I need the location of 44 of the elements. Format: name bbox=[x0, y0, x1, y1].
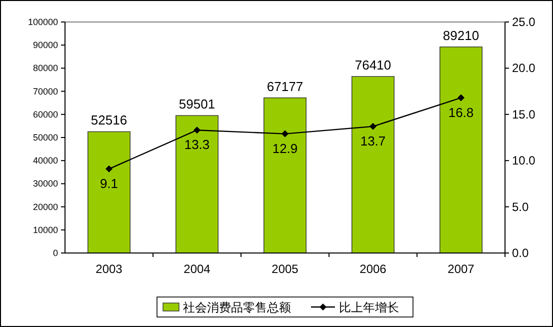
y-tick-label: 10000 bbox=[32, 224, 58, 235]
legend-label: 社会消费品零售总额 bbox=[183, 300, 291, 314]
x-tick-label: 2003 bbox=[96, 262, 123, 276]
y-tick-label: 90000 bbox=[32, 40, 58, 50]
y-tick-label: 20000 bbox=[32, 202, 58, 212]
y-tick-label: 30000 bbox=[32, 178, 58, 189]
y2-tick-label: 0.0 bbox=[512, 246, 530, 260]
point bbox=[194, 126, 200, 134]
y-tick-label: 70000 bbox=[32, 86, 58, 96]
data-label: 12.9 bbox=[272, 140, 298, 156]
y-tick-label: 40000 bbox=[32, 156, 58, 166]
x-tick-label: 2007 bbox=[448, 262, 475, 276]
y-tick-label: 60000 bbox=[32, 109, 58, 120]
y-tick-label: 80000 bbox=[32, 63, 58, 74]
legend-label: 比上年增长 bbox=[339, 300, 399, 314]
y2-tick-label: 15.0 bbox=[512, 107, 536, 122]
x-tick-label: 2006 bbox=[360, 262, 387, 276]
y2-tick-label: 20.0 bbox=[512, 61, 536, 76]
data-label: 9.1 bbox=[100, 176, 118, 191]
bar bbox=[176, 115, 218, 254]
data-label: 16.8 bbox=[448, 104, 474, 120]
data-label: 59501 bbox=[178, 96, 216, 112]
point bbox=[370, 122, 376, 130]
bar bbox=[352, 76, 394, 254]
point bbox=[458, 94, 464, 102]
data-label: 13.7 bbox=[360, 133, 386, 148]
bar bbox=[264, 97, 306, 254]
y2-tick-label: 25.0 bbox=[512, 15, 536, 29]
data-label: 89210 bbox=[442, 28, 480, 43]
data-label: 13.3 bbox=[184, 137, 210, 152]
point bbox=[106, 165, 112, 172]
y2-tick-label: 10.0 bbox=[512, 154, 536, 168]
point bbox=[282, 130, 288, 138]
x-tick-label: 2004 bbox=[184, 262, 211, 276]
y2-tick-label: 5.0 bbox=[512, 200, 530, 214]
bar bbox=[440, 46, 482, 254]
data-label: 52516 bbox=[90, 112, 128, 128]
x-tick-label: 2005 bbox=[272, 262, 299, 276]
y-tick-label: 50000 bbox=[32, 132, 58, 142]
y-tick-label: 0 bbox=[52, 248, 58, 258]
y-tick-label: 100000 bbox=[28, 17, 58, 27]
bar bbox=[88, 131, 130, 254]
data-label: 76410 bbox=[354, 57, 392, 72]
data-label: 67177 bbox=[266, 78, 304, 94]
